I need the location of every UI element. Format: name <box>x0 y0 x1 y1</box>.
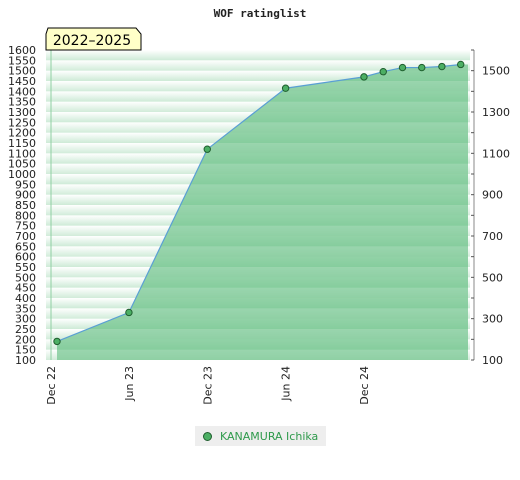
left-tick-label: 650 <box>15 240 36 253</box>
left-tick-label: 950 <box>15 178 36 191</box>
legend-marker-icon <box>203 431 212 441</box>
x-axis: Dec 22 Jun 23 Dec 23 Jun 24 Dec 24 <box>45 366 371 405</box>
area-stripe <box>46 143 470 154</box>
left-tick-label: 1200 <box>8 127 36 140</box>
grid-band <box>46 101 470 112</box>
area-stripe <box>46 205 470 216</box>
right-tick-label: 1300 <box>482 106 510 119</box>
left-tick-label: 350 <box>15 302 36 315</box>
left-tick-label: 200 <box>15 333 36 346</box>
data-point <box>418 63 426 72</box>
left-tick-label: 550 <box>15 261 36 274</box>
right-tick-label: 300 <box>482 313 503 326</box>
left-tick-label: 150 <box>15 344 36 357</box>
period-label: 2022–2025 <box>45 27 142 51</box>
area-layer <box>46 50 470 360</box>
area-stripe <box>46 81 470 92</box>
area-stripe <box>46 329 470 340</box>
right-tick-label: 100 <box>482 354 503 367</box>
legend-series-name: KANAMURA Ichika <box>220 429 319 443</box>
left-tick-label: 1600 <box>8 44 36 57</box>
left-tick-label: 450 <box>15 282 36 295</box>
left-axis: 1001502002503003504004505005506006507007… <box>8 44 36 367</box>
left-tick-label: 700 <box>15 230 36 243</box>
chart-title: WOF ratinglist <box>214 7 307 20</box>
data-point <box>125 308 133 317</box>
x-tick-label: Jun 24 <box>280 366 293 402</box>
series-line <box>56 63 461 342</box>
right-tick-label: 1500 <box>482 65 510 78</box>
area-stripe <box>46 246 470 257</box>
data-point <box>398 63 407 72</box>
area-stripe <box>46 287 470 298</box>
data-point <box>438 62 446 71</box>
left-tick-label: 1400 <box>8 85 36 98</box>
left-tick-label: 1050 <box>8 158 36 171</box>
area-stripe <box>46 163 470 174</box>
legend: KANAMURA Ichika <box>195 426 326 446</box>
period-label-text: 2022–2025 <box>53 33 131 49</box>
right-tick-label: 1100 <box>482 147 510 160</box>
left-tick-label: 400 <box>15 292 36 305</box>
grid-band <box>46 70 470 81</box>
left-tick-label: 1300 <box>8 106 36 119</box>
grid-band <box>46 81 470 92</box>
x-tick-label: Dec 22 <box>45 366 58 405</box>
area-stripe <box>46 184 470 195</box>
grid-band <box>46 60 470 71</box>
left-tick-label: 600 <box>15 251 36 264</box>
area-stripe <box>46 101 470 112</box>
x-tick-label: Dec 24 <box>358 366 371 405</box>
left-tick-label: 500 <box>15 271 36 284</box>
right-tick-label: 700 <box>482 230 503 243</box>
left-tick-label: 100 <box>15 354 36 367</box>
data-markers <box>53 60 465 346</box>
left-tick-label: 1500 <box>8 65 36 78</box>
left-tick-label: 250 <box>15 323 36 336</box>
left-tick-label: 300 <box>15 313 36 326</box>
data-point <box>379 68 387 76</box>
left-tick-label: 850 <box>15 199 36 212</box>
right-tick-label: 500 <box>482 271 503 284</box>
grid-band <box>46 50 470 61</box>
area-stripe <box>46 308 470 319</box>
area-stripe <box>46 267 470 278</box>
series-area <box>56 64 469 360</box>
left-tick-label: 750 <box>15 220 36 233</box>
left-tick-label: 1450 <box>8 75 36 88</box>
grid-band <box>46 91 470 102</box>
x-tick-label: Dec 23 <box>201 366 214 405</box>
left-tick-label: 1350 <box>8 96 36 109</box>
data-point <box>360 73 368 81</box>
left-tick-label: 1000 <box>8 168 36 181</box>
left-tick-label: 1550 <box>8 54 36 67</box>
left-tick-label: 800 <box>15 209 36 222</box>
area-stripe <box>46 122 470 133</box>
right-tick-label: 900 <box>482 189 503 202</box>
area-stripe <box>46 349 470 360</box>
area-stripe <box>46 60 470 71</box>
left-tick-label: 900 <box>15 189 36 202</box>
data-point <box>53 337 61 346</box>
x-tick-label: Jun 23 <box>123 366 136 402</box>
left-tick-label: 1100 <box>8 147 36 160</box>
data-point <box>281 84 290 92</box>
data-point <box>457 60 465 69</box>
area-stripe <box>46 225 470 236</box>
left-tick-label: 1150 <box>8 137 36 150</box>
left-tick-label: 1250 <box>8 116 36 129</box>
right-axis: 100 300 500 700 900 1100 1300 1500 <box>471 49 510 367</box>
data-point <box>203 145 211 153</box>
